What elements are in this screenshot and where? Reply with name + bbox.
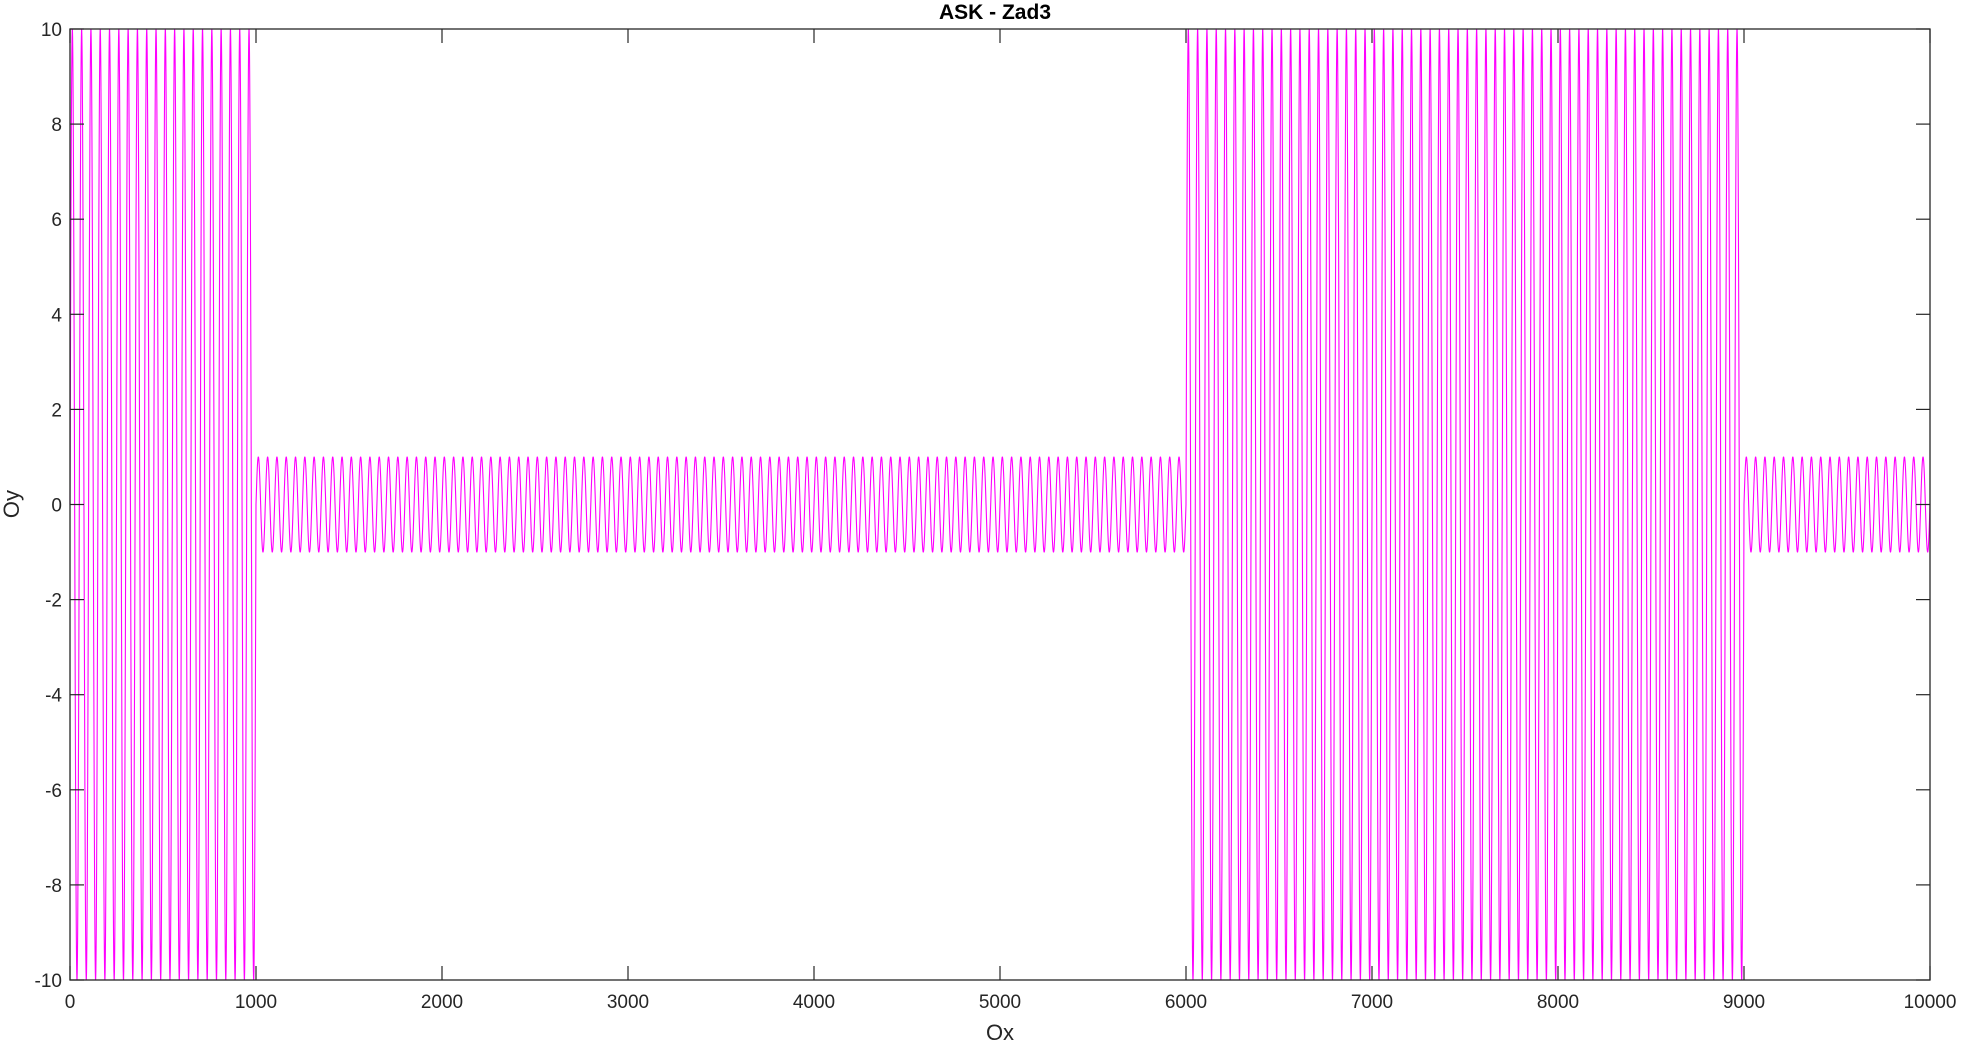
- y-tick-label: 0: [51, 496, 62, 517]
- series-layer: [69, 29, 1931, 980]
- x-tick-label: 7000: [1351, 992, 1393, 1013]
- y-tick-label: -10: [35, 971, 62, 992]
- y-tick-label: 4: [51, 305, 62, 326]
- y-tick-label: -6: [45, 781, 62, 802]
- x-tick-label: 4000: [793, 992, 835, 1013]
- y-tick-label: -2: [45, 591, 62, 612]
- chart-title: ASK - Zad3: [939, 1, 1051, 24]
- x-tick-label: 1000: [235, 992, 277, 1013]
- x-tick-label: 2000: [421, 992, 463, 1013]
- x-tick-label: 5000: [979, 992, 1021, 1013]
- y-tick-label: 2: [51, 400, 62, 421]
- x-tick-label: 6000: [1165, 992, 1207, 1013]
- x-tick-label: 10000: [1904, 992, 1957, 1013]
- y-tick-label: 8: [51, 115, 62, 136]
- x-tick-label: 3000: [607, 992, 649, 1013]
- series-line: [69, 29, 1931, 980]
- x-axis-label: Ox: [986, 1020, 1014, 1044]
- x-axis: 0 1000 2000 3000 4000 5000 6000 7000 8000 9000 100…: [65, 29, 1957, 1013]
- y-tick-label: -8: [45, 876, 62, 897]
- x-tick-label: 9000: [1723, 992, 1765, 1013]
- x-tick-label: 8000: [1537, 992, 1579, 1013]
- x-tick-label: 0: [65, 992, 76, 1013]
- y-tick-label: -4: [45, 686, 62, 707]
- y-tick-label: 6: [51, 210, 62, 231]
- y-axis: -10 -8 -6 -4 -2 0 2 4 6 8 10: [35, 20, 1930, 992]
- y-tick-label: 10: [41, 20, 62, 41]
- y-axis-label: Oy: [0, 490, 24, 518]
- plot-area: [69, 28, 1931, 981]
